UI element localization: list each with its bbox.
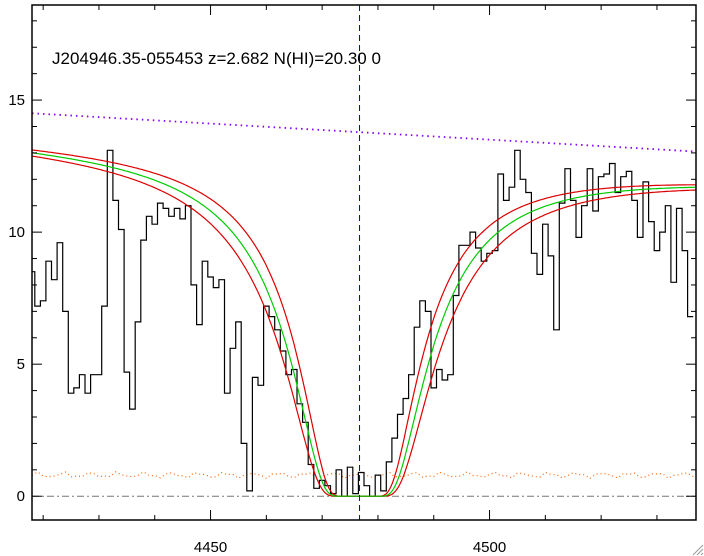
y-tick-label: 5 bbox=[17, 356, 25, 373]
resize-grip-icon[interactable] bbox=[690, 542, 704, 556]
axis-tick-labels: 4450 4500 0 5 10 15 bbox=[8, 92, 506, 556]
spectrum-series-line bbox=[32, 149, 694, 497]
continuum-line bbox=[32, 112, 696, 153]
x-tick-label: 4450 bbox=[194, 539, 227, 556]
fit-upper-bound-line bbox=[32, 155, 696, 497]
y-tick-label: 15 bbox=[8, 92, 25, 109]
plot-frame bbox=[31, 4, 697, 521]
y-tick-label: 10 bbox=[8, 224, 25, 241]
fit-lower-bound-line bbox=[32, 149, 696, 497]
chart-title: J204946.35-055453 z=2.682 N(HI)=20.30 0 bbox=[52, 49, 381, 68]
y-tick-label: 0 bbox=[17, 488, 25, 505]
axis-ticks bbox=[32, 5, 696, 520]
fit-line bbox=[32, 152, 696, 497]
x-tick-label: 4500 bbox=[473, 539, 506, 556]
